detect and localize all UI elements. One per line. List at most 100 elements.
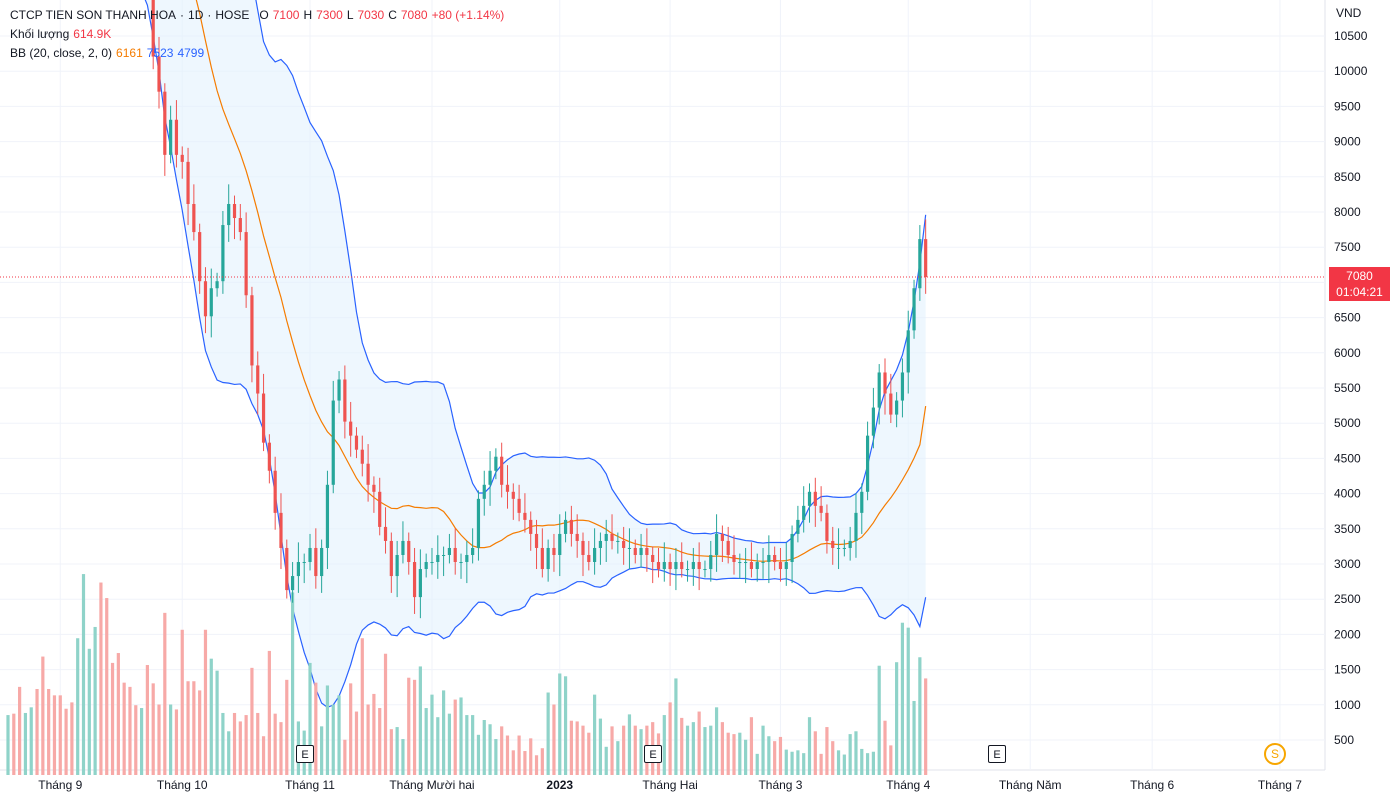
candle-body <box>813 491 817 506</box>
candle-body <box>465 554 469 563</box>
candle-body <box>308 547 312 563</box>
candle-body <box>883 372 887 394</box>
candle-body <box>755 562 759 570</box>
chart-legend: CTCP TIEN SON THANH HOA · 1D · HOSE O 710… <box>10 6 504 63</box>
candle-body <box>848 540 852 548</box>
y-tick-label: 1500 <box>1334 663 1361 677</box>
candle-body <box>407 540 411 563</box>
candle-body <box>476 498 481 548</box>
candle-body <box>447 547 452 555</box>
volume-bar <box>215 670 219 775</box>
volume-bar <box>395 727 399 775</box>
candle-body <box>749 562 754 570</box>
candle-body <box>616 540 620 542</box>
candle-body <box>267 442 271 471</box>
volume-bar <box>163 612 167 775</box>
last-price-tag: 7080 01:04:21 <box>1329 267 1390 301</box>
volume-bar <box>627 714 632 775</box>
candle-body <box>511 491 515 499</box>
volume-bar <box>674 678 678 775</box>
volume-bar <box>767 736 771 775</box>
volume-bar <box>569 720 573 775</box>
price-axis[interactable]: VND1050010000950090008500800075007000650… <box>1334 6 1368 747</box>
volume-bar <box>18 686 22 775</box>
volume-bar <box>325 685 330 775</box>
volume-bar <box>610 726 614 775</box>
volume-bar <box>598 718 603 775</box>
earnings-badge[interactable]: E <box>644 745 662 763</box>
candle-body <box>540 547 544 570</box>
candle-body <box>546 547 550 570</box>
y-tick-label: 4500 <box>1334 451 1361 465</box>
volume-bar <box>825 727 829 775</box>
candle-body <box>227 203 231 226</box>
candle-body <box>453 547 457 563</box>
legend-close-key: C <box>388 8 397 22</box>
candle-body <box>773 554 777 563</box>
candle-body <box>796 519 800 534</box>
candle-body <box>906 330 910 373</box>
y-tick-label: 10000 <box>1334 64 1368 78</box>
earnings-badge[interactable]: E <box>296 745 314 763</box>
candle-body <box>360 449 364 464</box>
volume-bar <box>442 690 446 775</box>
candle-body <box>366 463 370 485</box>
volume-bar <box>842 754 846 775</box>
candle-body <box>343 379 347 422</box>
volume-bar <box>366 704 370 775</box>
candle-body <box>401 540 405 555</box>
candle-body <box>691 562 695 570</box>
y-tick-label: 9500 <box>1334 99 1361 113</box>
volume-bar <box>418 666 422 775</box>
candle-body <box>633 547 637 555</box>
candle-body <box>651 554 655 563</box>
legend-volume-label[interactable]: Khối lượng <box>10 27 70 41</box>
candle-body <box>645 547 649 555</box>
candle-body <box>349 421 353 436</box>
volume-bar <box>99 582 103 775</box>
candle-body <box>656 562 661 570</box>
volume-bar <box>494 739 498 775</box>
volume-bar <box>912 700 916 775</box>
bb-lower-line <box>144 0 927 708</box>
volume-bar <box>285 679 289 775</box>
y-tick-label: 2000 <box>1334 627 1361 641</box>
volume-bar <box>76 638 80 775</box>
volume-bar <box>354 711 359 775</box>
volume-bar <box>23 712 28 775</box>
legend-bb-label[interactable]: BB (20, close, 2, 0) <box>10 46 113 60</box>
candle-body <box>778 562 783 570</box>
bb-fill <box>145 0 926 708</box>
volume-bar <box>680 717 684 775</box>
candle-body <box>598 540 603 548</box>
volume-bar <box>320 726 324 775</box>
candle-body <box>854 512 858 541</box>
candle-body <box>174 119 179 155</box>
volume-bar <box>279 722 283 775</box>
volume-bar <box>436 717 440 775</box>
candle-body <box>151 0 155 57</box>
volume-bar <box>401 739 405 775</box>
candle-body <box>256 365 260 394</box>
candle-body <box>552 547 556 555</box>
currency-label: VND <box>1336 6 1362 20</box>
volume-bar <box>198 690 202 775</box>
legend-symbol[interactable]: CTCP TIEN SON THANH HOA <box>10 8 177 22</box>
time-axis[interactable]: Tháng 9 Tháng 10 Tháng 11 Tháng Mười hai 202… <box>38 778 1302 792</box>
candle-body <box>471 547 475 555</box>
volume-bar <box>87 648 91 775</box>
split-badge[interactable]: S <box>1264 743 1286 765</box>
candle-body <box>412 562 417 598</box>
y-tick-label: 500 <box>1334 733 1354 747</box>
candle-body <box>697 562 701 570</box>
candle-body <box>534 533 539 548</box>
candle-body <box>494 456 498 471</box>
earnings-badge[interactable]: E <box>988 745 1006 763</box>
candle-body <box>761 562 765 564</box>
volume-bar <box>860 748 864 775</box>
volume-bar <box>540 748 544 775</box>
volume-bar <box>848 734 852 775</box>
candlesticks <box>151 0 928 619</box>
volume-bar <box>308 662 312 775</box>
